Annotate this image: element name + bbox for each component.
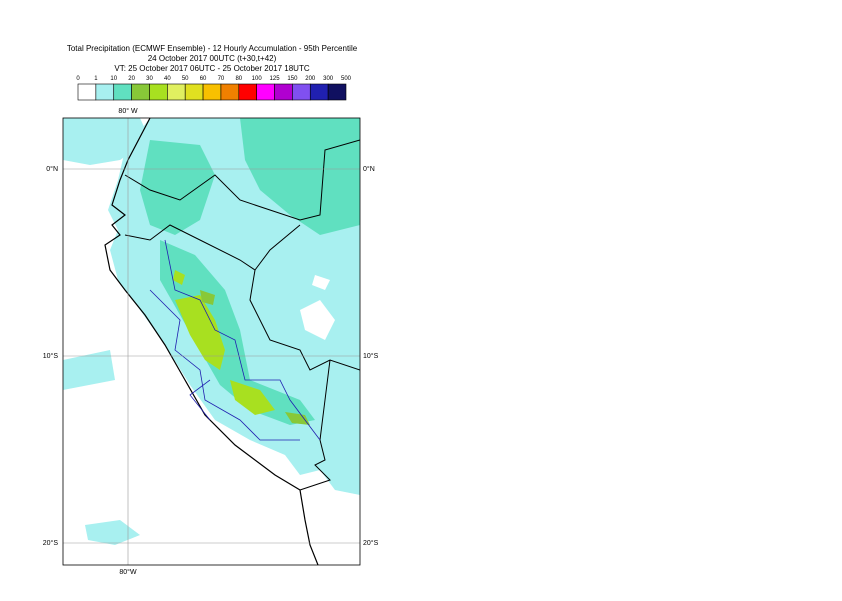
legend-swatch <box>77 83 97 101</box>
legend-label: 60 <box>200 76 207 82</box>
legend-label: 1 <box>94 76 98 82</box>
legend-swatch <box>184 83 204 101</box>
legend-label: 50 <box>182 76 189 82</box>
lat-label: 20°S <box>43 539 59 547</box>
legend-swatch <box>274 83 293 101</box>
lat-label: 10°S <box>43 352 59 360</box>
legend-swatch <box>202 83 222 101</box>
legend-swatch <box>220 83 240 101</box>
lon-label: 80°W <box>119 568 137 576</box>
legend: 0 1 10 20 30 40 50 60 70 80 100 125 150 200 300 500 <box>76 76 352 101</box>
map <box>62 117 361 566</box>
legend-swatch <box>113 83 132 101</box>
lat-label: 0°N <box>363 165 375 173</box>
legend-label: 80 <box>235 76 242 82</box>
lat-label: 0°N <box>46 165 58 173</box>
lat-label: 20°S <box>363 539 379 547</box>
legend-label: 10 <box>110 76 117 82</box>
legend-swatch <box>131 83 150 101</box>
legend-swatch <box>309 83 329 101</box>
lat-labels: 0°N 0°N 10°S 10°S 20°S 20°S <box>43 165 379 547</box>
legend-label: 70 <box>218 76 225 82</box>
legend-label: 125 <box>270 76 281 82</box>
legend-label: 30 <box>146 76 153 82</box>
legend-swatch <box>327 83 347 101</box>
legend-swatch <box>95 83 115 101</box>
legend-label: 150 <box>287 76 298 82</box>
legend-swatch <box>167 83 186 101</box>
legend-label: 20 <box>128 76 135 82</box>
lat-label: 10°S <box>363 352 379 360</box>
legend-swatch <box>238 83 257 101</box>
lon-label: 80° W <box>118 107 138 115</box>
legend-label: 40 <box>164 76 171 82</box>
legend-label: 0 <box>76 76 80 82</box>
legend-label: 500 <box>341 76 352 82</box>
title-line: Total Precipitation (ECMWF Ensemble) - 1… <box>67 44 358 53</box>
legend-label: 300 <box>323 76 334 82</box>
title-line: 24 October 2017 00UTC (t+30,t+42) <box>148 54 277 63</box>
legend-label: 200 <box>305 76 316 82</box>
legend-swatch <box>149 83 168 101</box>
title-line: VT: 25 October 2017 06UTC - 25 October 2… <box>114 64 309 73</box>
legend-label: 100 <box>252 76 263 82</box>
legend-swatch <box>256 83 275 101</box>
legend-swatch <box>292 83 311 101</box>
